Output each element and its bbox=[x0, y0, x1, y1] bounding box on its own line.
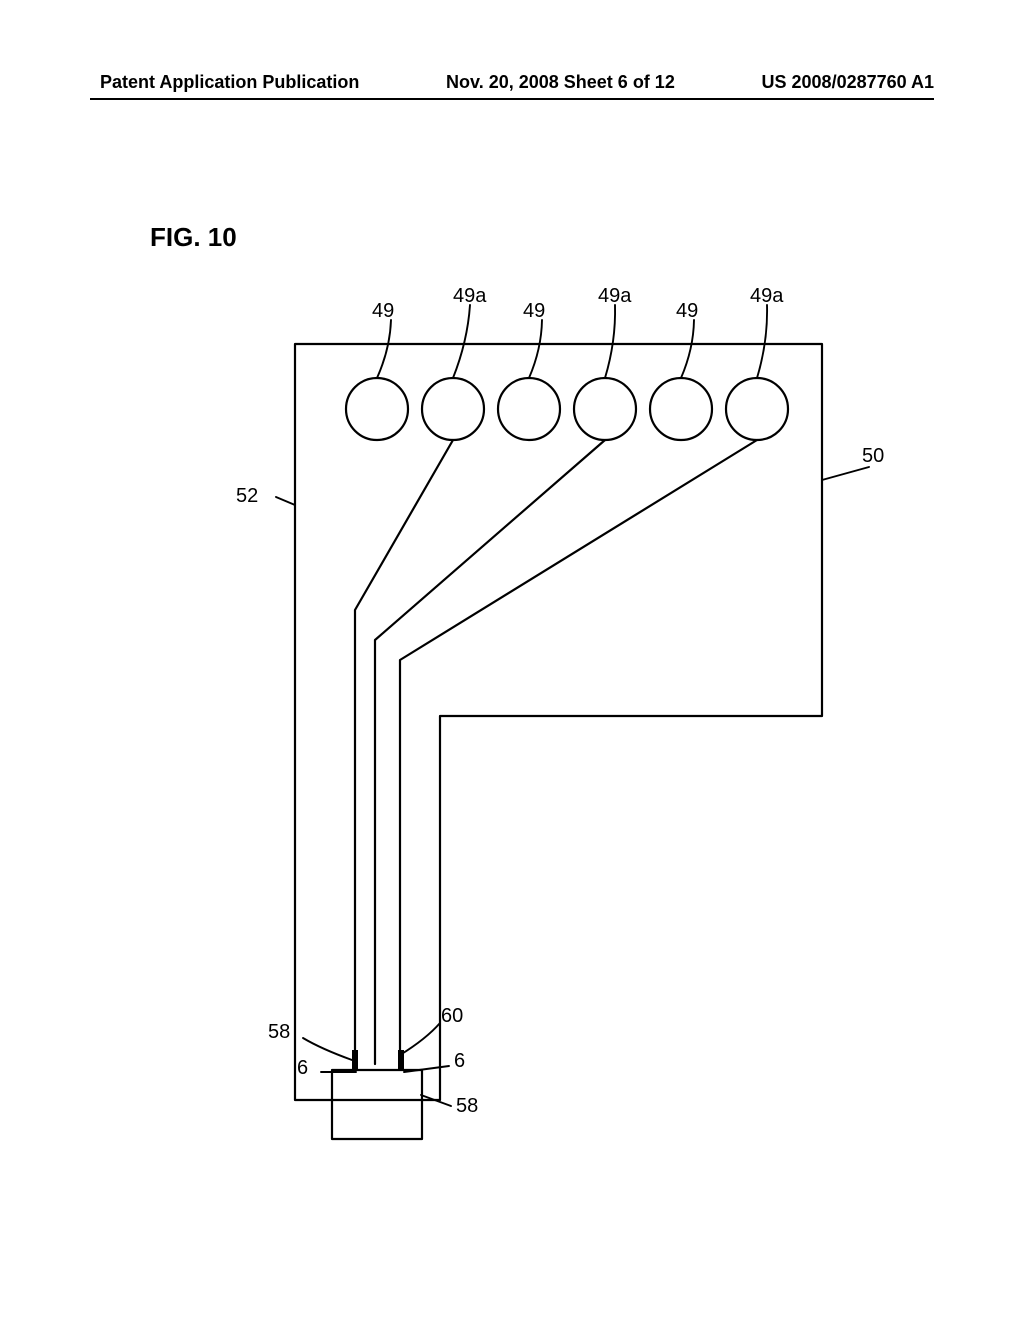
ref-label-49a: 49a bbox=[453, 285, 486, 308]
ref-label-50: 50 bbox=[862, 445, 884, 468]
ref-label-6: 6 bbox=[297, 1057, 308, 1080]
ref-label-49a: 49a bbox=[750, 285, 783, 308]
ref-label-49a: 49a bbox=[598, 285, 631, 308]
ref-label-49: 49 bbox=[523, 300, 545, 323]
ref-label-60: 60 bbox=[441, 1005, 463, 1028]
ref-label-49: 49 bbox=[372, 300, 394, 323]
ref-label-52: 52 bbox=[236, 485, 258, 508]
ref-label-6: 6 bbox=[454, 1050, 465, 1073]
ref-label-58: 58 bbox=[456, 1095, 478, 1118]
ref-label-49: 49 bbox=[676, 300, 698, 323]
figure-diagram bbox=[0, 0, 1024, 1320]
ref-label-58: 58 bbox=[268, 1021, 290, 1044]
